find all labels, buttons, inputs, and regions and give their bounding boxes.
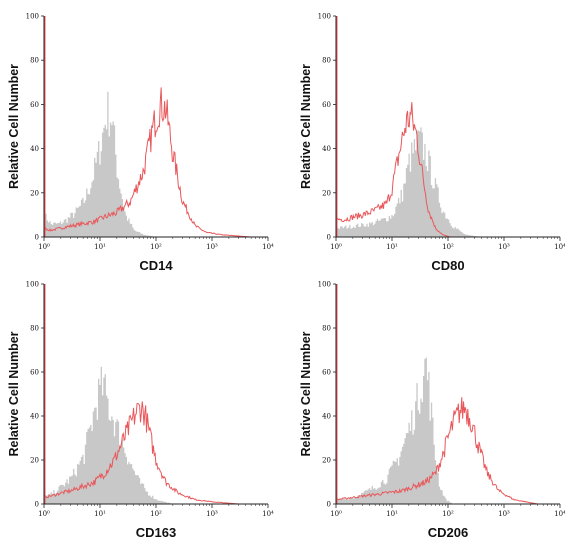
isotype-histogram	[336, 357, 560, 504]
y-tick-label: 60	[30, 369, 39, 377]
y-tick-label: 20	[30, 457, 39, 465]
x-tick-label: 10⁰	[38, 510, 50, 518]
isotype-histogram	[336, 127, 560, 237]
y-tick-label: 20	[30, 189, 39, 197]
x-tick-label: 10³	[206, 510, 218, 518]
y-tick-label: 100	[318, 13, 331, 21]
y-tick-label: 40	[30, 413, 39, 421]
y-tick-label: 60	[30, 101, 39, 109]
isotype-histogram	[44, 91, 268, 237]
y-tick-label: 80	[30, 57, 39, 65]
panel-cd14: 0 20 40 60 80 100 10⁰ 10¹ 10² 10³ 10⁴ Relative Cell…	[7, 13, 274, 274]
y-tick-label: 20	[322, 189, 331, 197]
x-tick-label: 10⁴	[262, 510, 274, 518]
y-tick-label: 100	[26, 13, 39, 21]
x-tick-label: 10³	[206, 243, 218, 251]
y-tick-label: 80	[322, 325, 331, 333]
y-tick-label: 0	[35, 234, 39, 242]
y-axis-label: Relative Cell Number	[7, 331, 21, 456]
x-tick-label: 10³	[498, 243, 510, 251]
x-tick-label: 10⁰	[38, 243, 50, 251]
x-tick-label: 10⁴	[554, 510, 565, 518]
x-tick-label: 10²	[150, 510, 162, 518]
x-tick-label: 10²	[442, 510, 454, 518]
x-tick-label: 10⁰	[330, 243, 342, 251]
y-tick-label: 40	[322, 145, 331, 153]
y-tick-label: 60	[322, 101, 331, 109]
x-tick-label: 10⁰	[330, 510, 342, 518]
y-axis-label: Relative Cell Number	[299, 64, 313, 189]
isotype-histogram	[44, 366, 268, 504]
x-axis-label: CD206	[428, 525, 468, 540]
stain-histogram-line	[43, 87, 268, 238]
x-tick-label: 10³	[498, 510, 510, 518]
panel-cd206: 0 20 40 60 80 100 10⁰ 10¹ 10² 10³ 10⁴ Relative Cell…	[299, 281, 565, 540]
x-tick-label: 10²	[150, 243, 162, 251]
y-tick-label: 100	[318, 281, 331, 289]
x-axis-label: CD163	[136, 525, 176, 540]
panel-cd80: 0 20 40 60 80 100 10⁰ 10¹ 10² 10³ 10⁴ Relative Cell…	[299, 13, 565, 274]
y-tick-label: 0	[327, 501, 331, 509]
y-tick-label: 40	[322, 413, 331, 421]
y-tick-label: 20	[322, 457, 331, 465]
y-tick-label: 80	[322, 57, 331, 65]
y-axis-label: Relative Cell Number	[299, 331, 313, 456]
x-tick-label: 10¹	[94, 510, 106, 518]
y-tick-label: 0	[327, 234, 331, 242]
x-tick-label: 10¹	[386, 510, 398, 518]
y-tick-label: 80	[30, 325, 39, 333]
y-tick-label: 0	[35, 501, 39, 509]
panel-cd163: 0 20 40 60 80 100 10⁰ 10¹ 10² 10³ 10⁴ Relative Cell…	[7, 281, 274, 540]
y-tick-label: 40	[30, 145, 39, 153]
x-tick-label: 10²	[442, 243, 454, 251]
x-tick-label: 10⁴	[554, 243, 565, 251]
stain-histogram-line	[43, 401, 268, 505]
stain-histogram-line	[335, 397, 560, 505]
y-tick-label: 60	[322, 369, 331, 377]
stain-histogram-line	[335, 102, 560, 238]
x-tick-label: 10¹	[386, 243, 398, 251]
x-axis-label: CD14	[139, 258, 173, 273]
x-tick-label: 10¹	[94, 243, 106, 251]
x-axis-label: CD80	[431, 258, 464, 273]
y-axis-label: Relative Cell Number	[7, 64, 21, 189]
y-tick-label: 100	[26, 281, 39, 289]
x-tick-label: 10⁴	[262, 243, 274, 251]
